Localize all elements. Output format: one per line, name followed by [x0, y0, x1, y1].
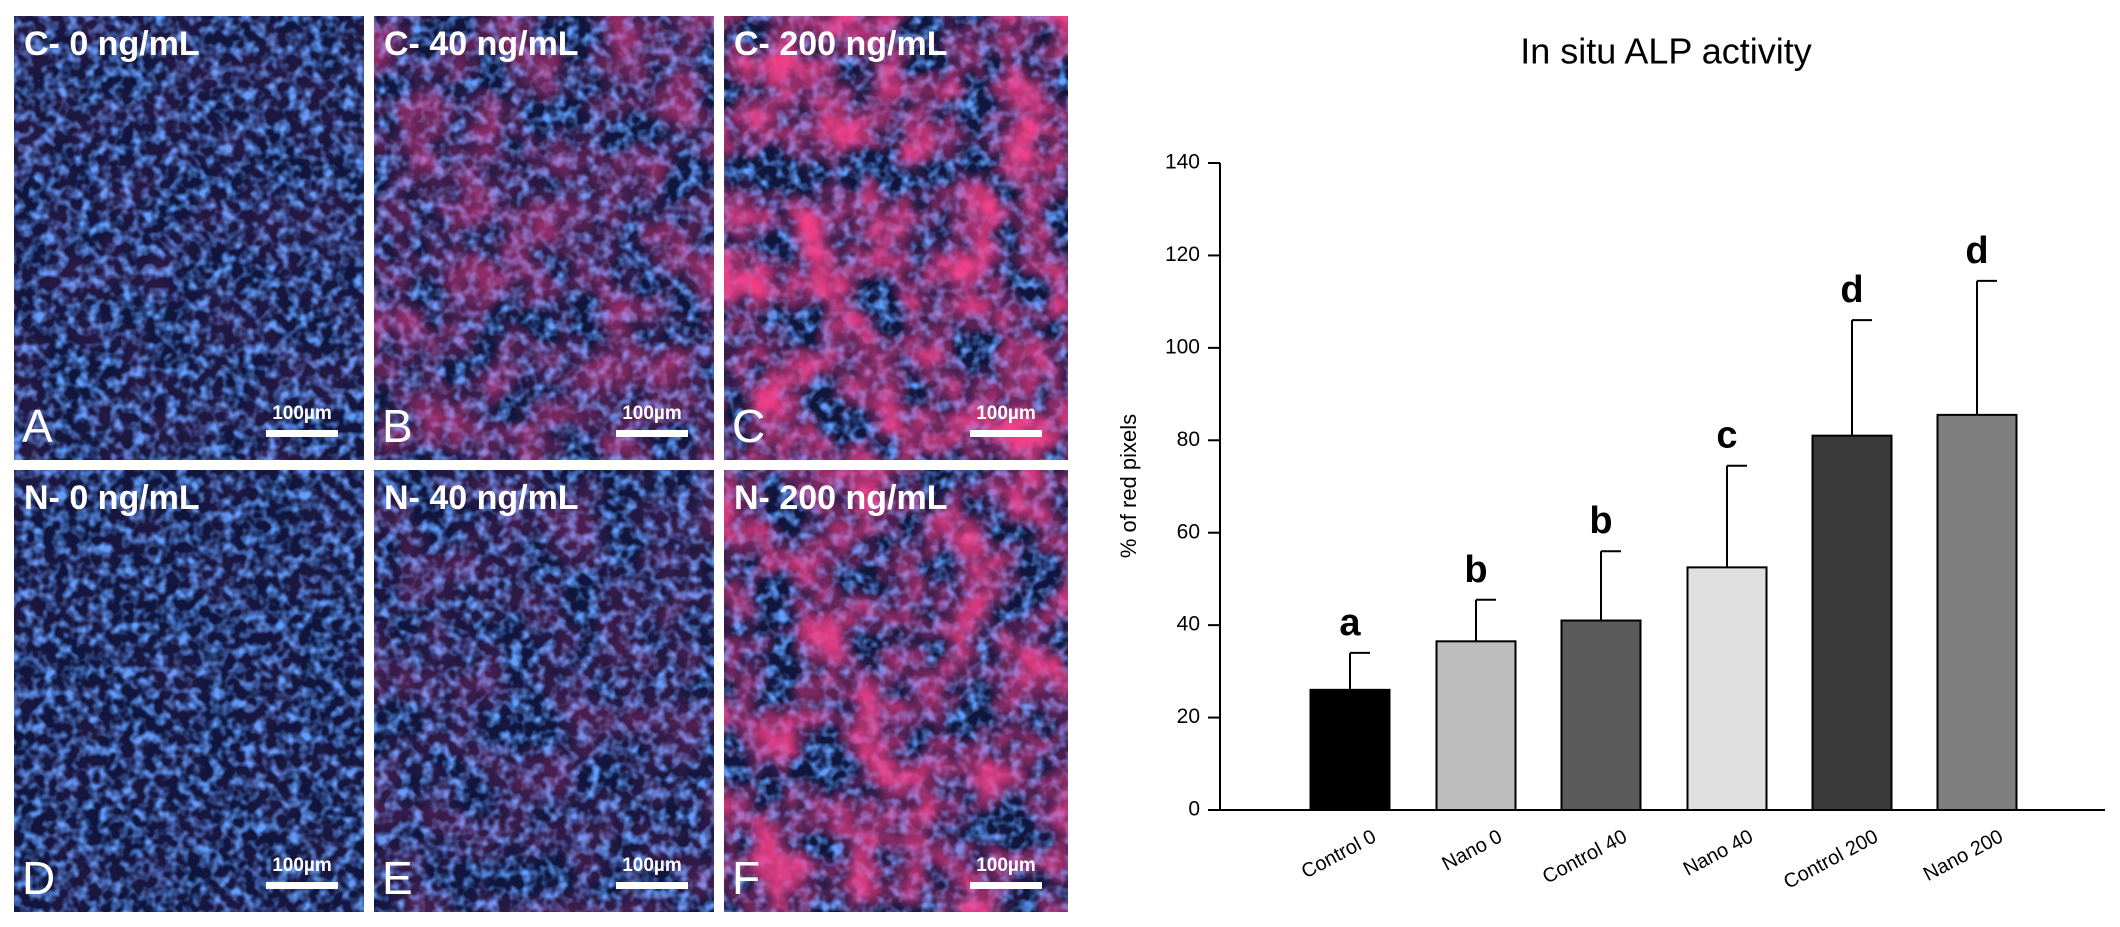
panel-title: N- 0 ng/mL	[24, 479, 200, 517]
y-tick-label: 80	[1177, 428, 1200, 451]
significance-letter: d	[1965, 230, 1988, 272]
panel-title: N- 40 ng/mL	[384, 479, 579, 517]
scale-bar	[616, 882, 688, 889]
significance-letter: c	[1716, 415, 1737, 457]
significance-letter: b	[1589, 500, 1612, 542]
x-tick-label: Nano 0	[1439, 826, 1506, 876]
scale-label: 100µm	[976, 403, 1036, 424]
bar	[1560, 619, 1642, 811]
red-stain	[374, 16, 714, 460]
scale-bar	[970, 882, 1042, 889]
scale-bar	[266, 430, 338, 437]
panel-letter: E	[382, 852, 413, 904]
panel-letter: C	[732, 400, 765, 452]
x-tick-label: Control 40	[1539, 826, 1631, 889]
scale-bar	[970, 430, 1042, 437]
significance-letter: d	[1840, 269, 1863, 311]
scale-bar	[616, 430, 688, 437]
bar	[1936, 413, 2018, 811]
significance-letter: a	[1339, 602, 1361, 644]
panel-title: N- 200 ng/mL	[734, 479, 947, 517]
bar	[1309, 688, 1391, 811]
y-axis-label: % of red pixels	[1116, 414, 1141, 558]
bar-chart: In situ ALP activity % of red pixels 0 20…	[1116, 31, 2105, 894]
scale-label: 100µm	[976, 855, 1036, 876]
panel-letter: F	[732, 852, 760, 904]
y-tick-label: 40	[1177, 613, 1200, 636]
red-stain	[724, 16, 1068, 460]
micrograph: N- 40 ng/mL E 100µm	[374, 470, 714, 912]
x-tick-label: Control 0	[1298, 826, 1380, 884]
y-tick-label: 0	[1188, 798, 1200, 821]
micrograph: N- 0 ng/mL D 100µm	[14, 470, 364, 912]
significance-letter: b	[1464, 549, 1487, 591]
x-tick-label: Control 200	[1780, 826, 1882, 894]
red-stain	[14, 470, 364, 912]
red-stain	[724, 470, 1068, 912]
scale-label: 100µm	[272, 403, 332, 424]
micrograph: C- 40 ng/mL B 100µm	[374, 16, 714, 460]
bar	[1435, 640, 1517, 812]
x-tick-label: Nano 40	[1680, 826, 1757, 881]
y-tick-label: 20	[1177, 705, 1200, 728]
red-stain	[374, 470, 714, 912]
y-tick-label: 100	[1165, 335, 1200, 358]
panel-letter: B	[382, 400, 413, 452]
micrograph: C- 200 ng/mL C 100µm	[724, 16, 1068, 460]
y-tick-label: 60	[1177, 520, 1200, 543]
panel-letter: D	[22, 852, 55, 904]
scale-label: 100µm	[622, 855, 682, 876]
panel-title: C- 200 ng/mL	[734, 25, 947, 63]
bar	[1811, 434, 1893, 811]
panel-letter: A	[22, 400, 53, 452]
chart-title: In situ ALP activity	[1520, 31, 1811, 72]
micrograph: C- 0 ng/mL A 100µm	[14, 16, 364, 460]
scale-label: 100µm	[272, 855, 332, 876]
panel-title: C- 0 ng/mL	[24, 25, 200, 63]
panel-title: C- 40 ng/mL	[384, 25, 579, 63]
scale-label: 100µm	[622, 403, 682, 424]
y-tick-label: 120	[1165, 243, 1200, 266]
x-tick-label: Nano 200	[1920, 826, 2007, 886]
scale-bar	[266, 882, 338, 889]
micrograph: N- 200 ng/mL F 100µm	[724, 470, 1068, 912]
red-stain	[14, 16, 364, 460]
y-tick-label: 140	[1165, 151, 1200, 174]
bar	[1686, 566, 1768, 811]
